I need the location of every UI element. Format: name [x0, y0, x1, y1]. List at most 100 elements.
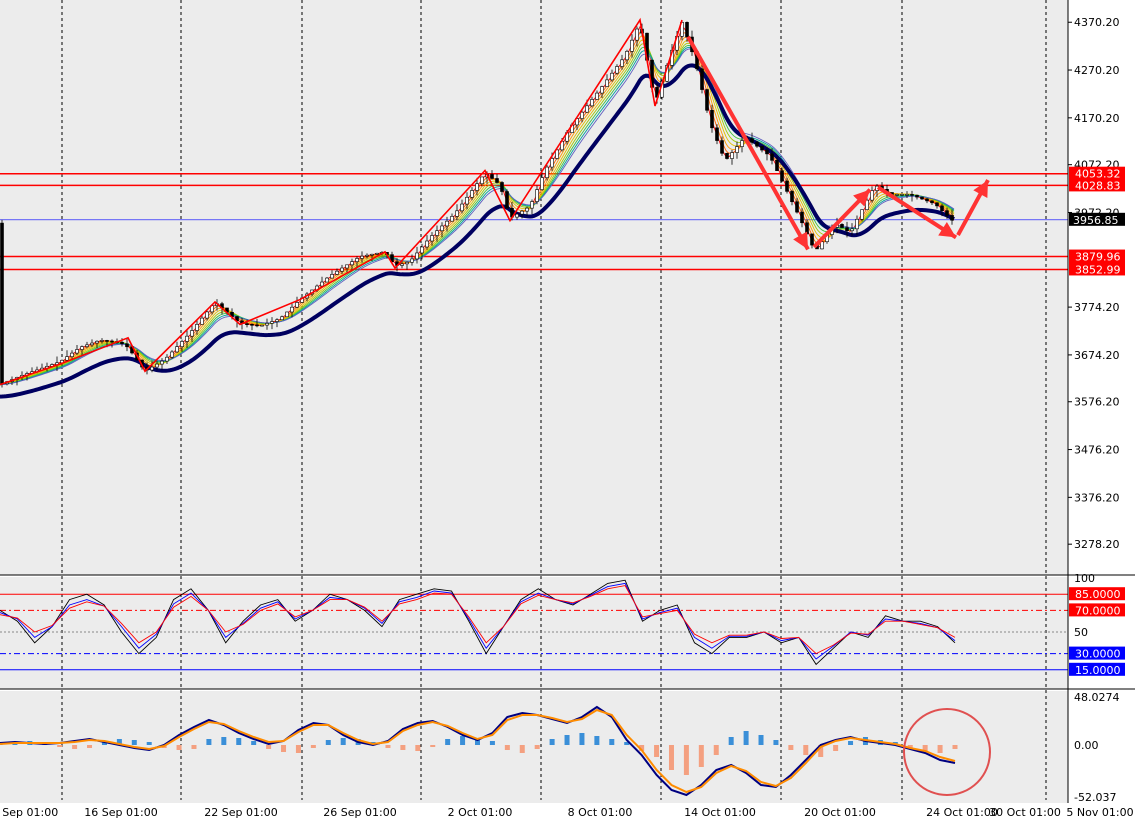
price-tick-label: 3278.20 — [1074, 538, 1120, 551]
grid — [0, 0, 1068, 803]
macd-histogram-bar — [922, 745, 928, 751]
candle — [400, 263, 404, 266]
candle — [720, 140, 724, 154]
candle — [530, 201, 534, 209]
price-tick-label: 3376.20 — [1074, 491, 1120, 504]
date-label: 9 Sep 01:00 — [0, 806, 58, 819]
level-label-bg — [1069, 178, 1125, 192]
candle — [410, 258, 414, 263]
candle — [0, 222, 4, 385]
macd-histogram-bar — [609, 739, 615, 745]
candle — [175, 346, 179, 353]
candle — [945, 210, 949, 216]
candle — [800, 211, 804, 224]
macd-histogram-bar — [564, 735, 570, 745]
level-label-bg — [1069, 249, 1125, 263]
macd-histogram-bar — [818, 745, 824, 757]
macd-histogram-bar — [251, 741, 257, 745]
level-label: 4053.32 — [1075, 168, 1121, 181]
macd-histogram-bar — [340, 738, 346, 745]
candle — [255, 324, 259, 327]
candle — [280, 316, 284, 321]
candle — [190, 330, 194, 337]
macd-tick-label: -52.037 — [1074, 791, 1116, 804]
arrow-head — [853, 189, 870, 207]
macd-histogram-bar — [788, 745, 794, 750]
candle — [150, 366, 154, 371]
stochastic-level-label: 85.0000 — [1075, 588, 1121, 601]
candle — [915, 194, 919, 198]
arrow-head — [973, 180, 988, 198]
candle — [475, 183, 479, 191]
price-tick-label: 3674.20 — [1074, 349, 1120, 362]
macd-histogram-bar — [952, 745, 958, 749]
stochastic-line — [0, 585, 956, 655]
macd-histogram-bar — [176, 745, 182, 750]
candle — [760, 145, 764, 151]
candle — [600, 86, 604, 94]
candle — [440, 225, 444, 232]
price-tick-label: 4170.20 — [1074, 112, 1120, 125]
candle — [355, 258, 359, 262]
candle — [350, 261, 354, 266]
candle — [200, 317, 204, 325]
highlight-circle — [903, 708, 991, 796]
candle — [710, 109, 714, 129]
candle — [75, 349, 79, 354]
current-price-bg — [1069, 212, 1125, 226]
price-panel-bg — [0, 0, 1068, 575]
candle — [340, 267, 344, 272]
candle — [810, 233, 814, 246]
arrow-head — [938, 222, 956, 238]
date-label: 2 Oct 01:00 — [448, 806, 513, 819]
macd-tick-label: 48.0274 — [1074, 691, 1120, 704]
candle — [595, 92, 599, 100]
candle — [700, 68, 704, 90]
candle — [865, 199, 869, 211]
macd-histogram-bar — [519, 745, 525, 753]
macd-histogram-bar — [848, 741, 854, 745]
candle — [330, 274, 334, 279]
candle — [405, 261, 409, 265]
candle — [270, 321, 274, 324]
candle — [515, 213, 519, 218]
level-label: 3852.99 — [1075, 263, 1121, 276]
candle — [925, 198, 929, 202]
candle — [170, 351, 174, 358]
macd-histogram-bar — [833, 745, 839, 751]
ma-ribbon-line — [0, 48, 955, 386]
macd-histogram-bar — [698, 745, 704, 767]
candle — [260, 324, 264, 327]
macd-histogram-bar — [489, 741, 495, 745]
candle — [455, 210, 459, 217]
candle — [750, 138, 754, 143]
candle — [80, 346, 84, 350]
macd-histogram-bar — [713, 745, 719, 755]
macd-histogram-bar — [87, 745, 93, 748]
candle — [90, 342, 94, 346]
candle — [295, 302, 299, 308]
candle — [495, 178, 499, 183]
candle — [245, 323, 249, 325]
macd-histogram-bar — [907, 745, 913, 748]
candle — [105, 340, 109, 342]
candle — [935, 202, 939, 207]
candle — [755, 142, 759, 147]
candle — [585, 105, 589, 113]
date-label: 30 Oct 01:00 — [989, 806, 1061, 819]
candle — [855, 218, 859, 230]
date-label: 20 Oct 01:00 — [804, 806, 876, 819]
candle — [365, 254, 369, 257]
price-tick-label: 4270.20 — [1074, 64, 1120, 77]
macd-histogram-bar — [57, 745, 63, 747]
candle — [275, 319, 279, 322]
candle — [110, 340, 114, 343]
candle — [430, 235, 434, 242]
candle — [535, 189, 539, 202]
candle — [895, 194, 899, 196]
candle — [505, 191, 509, 209]
candle — [635, 28, 639, 41]
macd-histogram-bar — [116, 739, 122, 745]
candle — [425, 240, 429, 248]
candle — [790, 191, 794, 203]
